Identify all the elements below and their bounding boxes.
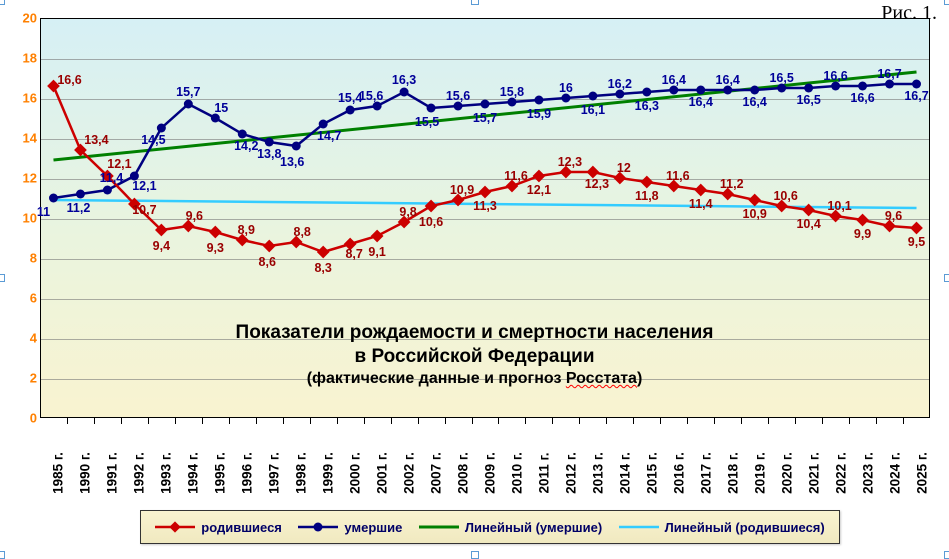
data-label: 9,5 <box>908 235 925 249</box>
data-label: 9,4 <box>153 239 170 253</box>
data-label: 15,7 <box>473 111 497 125</box>
data-label: 15 <box>214 101 228 115</box>
data-label: 15,8 <box>500 85 524 99</box>
data-label: 16,7 <box>904 89 928 103</box>
data-label: 8,8 <box>294 225 311 239</box>
data-label: 11,6 <box>504 169 528 183</box>
data-label: 16,4 <box>743 95 767 109</box>
data-label: 16,2 <box>608 77 632 91</box>
data-label: 16,4 <box>662 73 686 87</box>
data-label: 15,6 <box>446 89 470 103</box>
data-label: 9,8 <box>399 205 416 219</box>
data-label: 10,6 <box>773 189 797 203</box>
data-label: 14,2 <box>234 139 258 153</box>
data-label: 12,1 <box>132 179 156 193</box>
data-label: 13,8 <box>257 147 281 161</box>
data-label: 14,5 <box>141 133 165 147</box>
data-label: 16,7 <box>877 67 901 81</box>
data-label: 16,5 <box>769 71 793 85</box>
data-label: 9,6 <box>186 209 203 223</box>
legend-item-born: родившиеся <box>155 520 282 535</box>
legend-label: умершие <box>344 520 402 535</box>
legend-swatch-born <box>155 520 195 534</box>
data-label: 10,7 <box>132 203 156 217</box>
data-label: 10,4 <box>796 217 820 231</box>
data-label: 16,4 <box>716 73 740 87</box>
data-label: 12,1 <box>107 157 131 171</box>
data-label: 12,1 <box>527 183 551 197</box>
data-label: 16,3 <box>392 73 416 87</box>
legend-swatch-trend-died <box>419 520 459 534</box>
data-label: 11,4 <box>689 197 713 211</box>
data-label: 16,1 <box>581 103 605 117</box>
data-label: 8,7 <box>345 247 362 261</box>
chart-title-line3: (фактические данные и прогноз Росстата) <box>0 370 949 388</box>
data-label: 13,4 <box>84 133 108 147</box>
data-label: 11,8 <box>635 189 659 203</box>
chart-svg <box>0 0 949 556</box>
data-label: 16,4 <box>689 95 713 109</box>
data-label: 10,6 <box>419 215 443 229</box>
data-label: 16,6 <box>850 91 874 105</box>
data-label: 16,5 <box>796 93 820 107</box>
legend-label: Линейный (родившиеся) <box>665 520 825 535</box>
data-label: 10,9 <box>450 183 474 197</box>
data-label: 11,2 <box>720 177 744 191</box>
data-label: 15,6 <box>359 89 383 103</box>
data-label: 11,4 <box>100 171 124 185</box>
data-label: 9,3 <box>207 241 224 255</box>
data-label: 16 <box>559 81 573 95</box>
legend-item-died: умершие <box>298 520 402 535</box>
data-label: 8,3 <box>314 261 331 275</box>
data-label: 14,7 <box>317 129 341 143</box>
data-label: 10,1 <box>827 199 851 213</box>
data-label: 8,9 <box>238 223 255 237</box>
data-label: 12,3 <box>558 155 582 169</box>
data-label: 15,5 <box>415 115 439 129</box>
data-label: 16,6 <box>823 69 847 83</box>
data-label: 9,1 <box>368 245 385 259</box>
data-label: 8,6 <box>259 255 276 269</box>
chart-title-line1: Показатели рождаемости и смертности насе… <box>0 322 949 344</box>
legend-swatch-died <box>298 520 338 534</box>
data-label: 15,7 <box>176 85 200 99</box>
data-label: 16,6 <box>57 73 81 87</box>
data-label: 12 <box>617 161 631 175</box>
data-label: 9,9 <box>854 227 871 241</box>
data-label: 11,3 <box>473 199 497 213</box>
chart-title-line2: в Российской Федерации <box>0 346 949 368</box>
data-label: 11,6 <box>666 169 690 183</box>
legend-item-trend-died: Линейный (умершие) <box>419 520 602 535</box>
chart-container: Рис. 1. 02468101214161820 1985 г.1990 г.… <box>0 0 949 556</box>
legend-label: Линейный (умершие) <box>465 520 602 535</box>
legend-item-trend-born: Линейный (родившиеся) <box>619 520 825 535</box>
legend-label: родившиеся <box>201 520 282 535</box>
data-label: 10,9 <box>743 207 767 221</box>
data-label: 11,2 <box>67 201 91 215</box>
data-label: 15,9 <box>527 107 551 121</box>
data-label: 9,6 <box>885 209 902 223</box>
data-label: 12,3 <box>585 177 609 191</box>
legend: родившиеся умершие Линейный (умершие) Ли… <box>140 510 840 544</box>
data-label: 16,3 <box>635 99 659 113</box>
data-label: 13,6 <box>280 155 304 169</box>
data-label: 11 <box>37 205 50 219</box>
legend-swatch-trend-born <box>619 520 659 534</box>
